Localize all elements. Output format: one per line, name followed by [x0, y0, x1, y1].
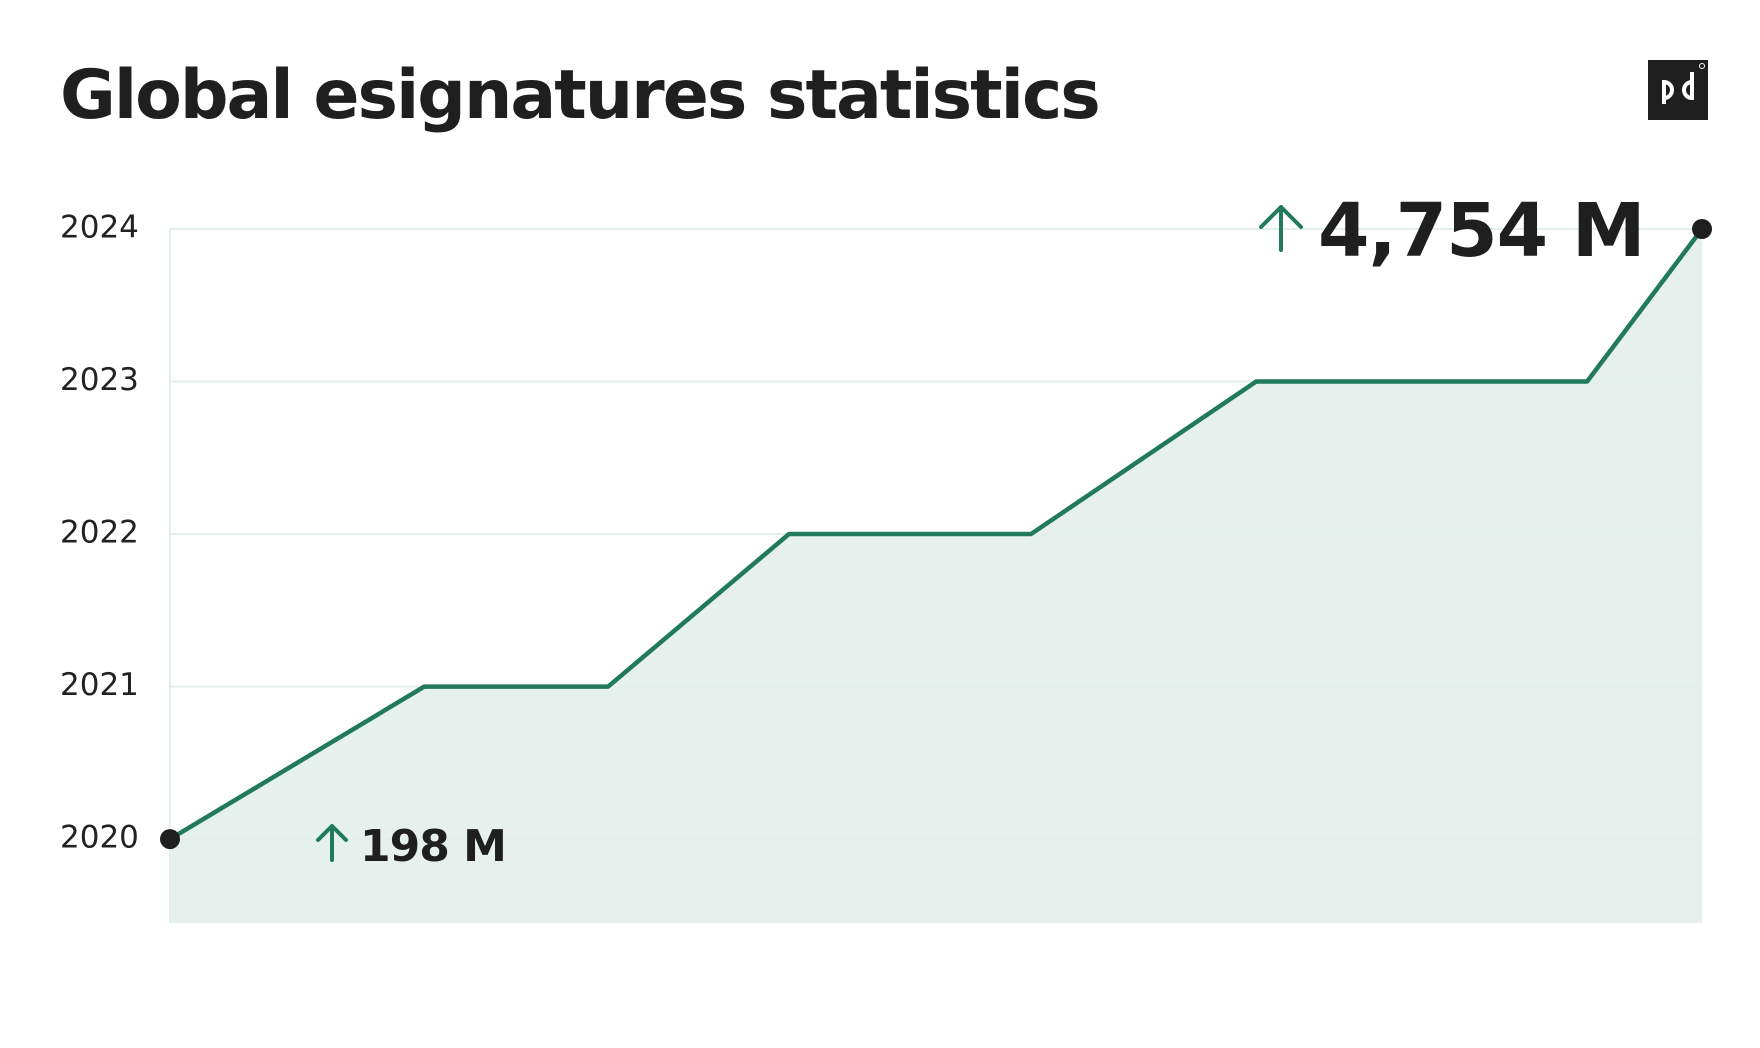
line: [168, 227, 1704, 842]
y-tick-label: 2024: [60, 210, 139, 246]
y-tick-label: 2023: [60, 362, 139, 398]
y-tick-label: 2020: [60, 820, 139, 856]
y-tick-label: 2021: [60, 667, 139, 703]
arrow-icon: [1259, 205, 1303, 252]
chart-title: Global esignatures statistics: [60, 56, 1099, 135]
end-point: [1692, 219, 1712, 239]
annotation: 198 M: [360, 821, 506, 872]
logo: [1648, 60, 1708, 120]
area: [170, 229, 1702, 923]
arrow-icon: [316, 824, 348, 862]
y-tick-label: 2022: [60, 515, 139, 551]
annotation: 4,754 M: [1318, 188, 1644, 274]
end-point: [160, 829, 180, 850]
